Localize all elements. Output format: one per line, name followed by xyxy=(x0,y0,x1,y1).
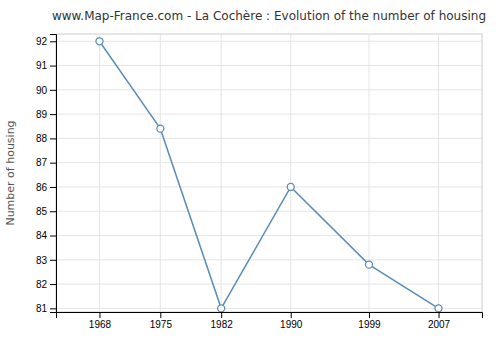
tick-mark xyxy=(439,312,440,318)
grid-line xyxy=(438,34,439,312)
tick-label: 89 xyxy=(36,109,48,120)
marker xyxy=(365,261,372,268)
grid-line xyxy=(56,284,482,285)
tick: 91 xyxy=(36,60,56,71)
y-axis: 81 82 83 84 85 86 87 88 89 90 91 92 xyxy=(36,35,57,315)
tick-label: 86 xyxy=(36,182,48,193)
tick-mark xyxy=(50,187,56,188)
tick-mark xyxy=(50,260,56,261)
tick: 84 xyxy=(36,230,56,241)
tick-mark xyxy=(99,312,100,318)
tick: 86 xyxy=(36,182,56,193)
tick-label: 83 xyxy=(36,254,48,265)
tick-mark xyxy=(50,308,56,309)
series xyxy=(96,38,442,312)
grid-line xyxy=(56,114,482,115)
tick: 1975 xyxy=(150,312,173,330)
grid-line xyxy=(56,259,482,260)
tick: 85 xyxy=(36,206,56,217)
grid-line xyxy=(56,41,482,42)
tick-label: 1999 xyxy=(358,319,381,330)
marker xyxy=(287,183,294,190)
line xyxy=(99,41,438,308)
tick-label: 87 xyxy=(36,157,48,168)
grid-line xyxy=(221,34,222,312)
chart: 1968 1975 1982 1990 1999 2007 81 82 83 84 85 86 87 88… xyxy=(0,0,500,340)
tick: 90 xyxy=(36,85,56,96)
grid-line xyxy=(290,34,291,312)
tick: 92 xyxy=(36,36,56,47)
tick-mark xyxy=(221,312,222,318)
grid-line xyxy=(56,308,482,309)
plot-frame xyxy=(56,34,482,312)
grid-line xyxy=(56,138,482,139)
tick-label: 91 xyxy=(36,60,48,71)
tick-mark xyxy=(50,236,56,237)
tick-mark xyxy=(50,163,56,164)
tick-label: 1982 xyxy=(211,319,234,330)
tick-mark xyxy=(50,41,56,42)
tick: 89 xyxy=(36,109,56,120)
tick-label: 88 xyxy=(36,133,48,144)
plot: 1968 1975 1982 1990 1999 2007 81 82 83 84 85 86 87 88… xyxy=(36,34,483,330)
tick-mark xyxy=(50,114,56,115)
marker xyxy=(157,125,164,132)
tick: 1982 xyxy=(211,312,234,330)
tick-label: 90 xyxy=(36,85,48,96)
tick-mark xyxy=(291,312,292,318)
grid-line xyxy=(56,211,482,212)
tick-label: 2007 xyxy=(428,319,451,330)
grid-line xyxy=(160,34,161,312)
grid xyxy=(56,34,482,312)
tick: 1968 xyxy=(89,312,112,330)
tick: 82 xyxy=(36,279,56,290)
tick-label: 1968 xyxy=(89,319,112,330)
grid-line xyxy=(56,162,482,163)
x-axis: 1968 1975 1982 1990 1999 2007 xyxy=(57,312,483,330)
axis-line xyxy=(57,313,483,319)
tick-mark xyxy=(160,312,161,318)
tick: 88 xyxy=(36,133,56,144)
marker xyxy=(96,38,103,45)
grid-line xyxy=(99,34,100,312)
tick: 1999 xyxy=(358,312,381,330)
marker xyxy=(218,305,225,312)
grid-line xyxy=(56,89,482,90)
tick: 83 xyxy=(36,254,56,265)
tick-label: 84 xyxy=(36,230,48,241)
tick-mark xyxy=(50,284,56,285)
tick-mark xyxy=(369,312,370,318)
title: www.Map-France.com - La Cochère : Evolut… xyxy=(52,9,486,23)
tick-label: 82 xyxy=(36,279,48,290)
tick-label: 85 xyxy=(36,206,48,217)
axis-line xyxy=(50,35,57,313)
tick-mark xyxy=(50,211,56,212)
tick: 1990 xyxy=(280,312,303,330)
tick-mark xyxy=(50,90,56,91)
grid-line xyxy=(56,186,482,187)
tick-mark xyxy=(50,138,56,139)
tick: 87 xyxy=(36,157,56,168)
tick-label: 1975 xyxy=(150,319,173,330)
tick-label: 1990 xyxy=(280,319,303,330)
tick-label: 81 xyxy=(36,303,48,314)
y-axis-title: Number of housing xyxy=(4,120,17,225)
tick: 2007 xyxy=(428,312,451,330)
tick: 81 xyxy=(36,303,56,314)
tick-label: 92 xyxy=(36,36,48,47)
grid-line xyxy=(56,65,482,66)
grid-line xyxy=(56,235,482,236)
grid-line xyxy=(368,34,369,312)
tick-mark xyxy=(50,66,56,67)
marker xyxy=(435,305,442,312)
